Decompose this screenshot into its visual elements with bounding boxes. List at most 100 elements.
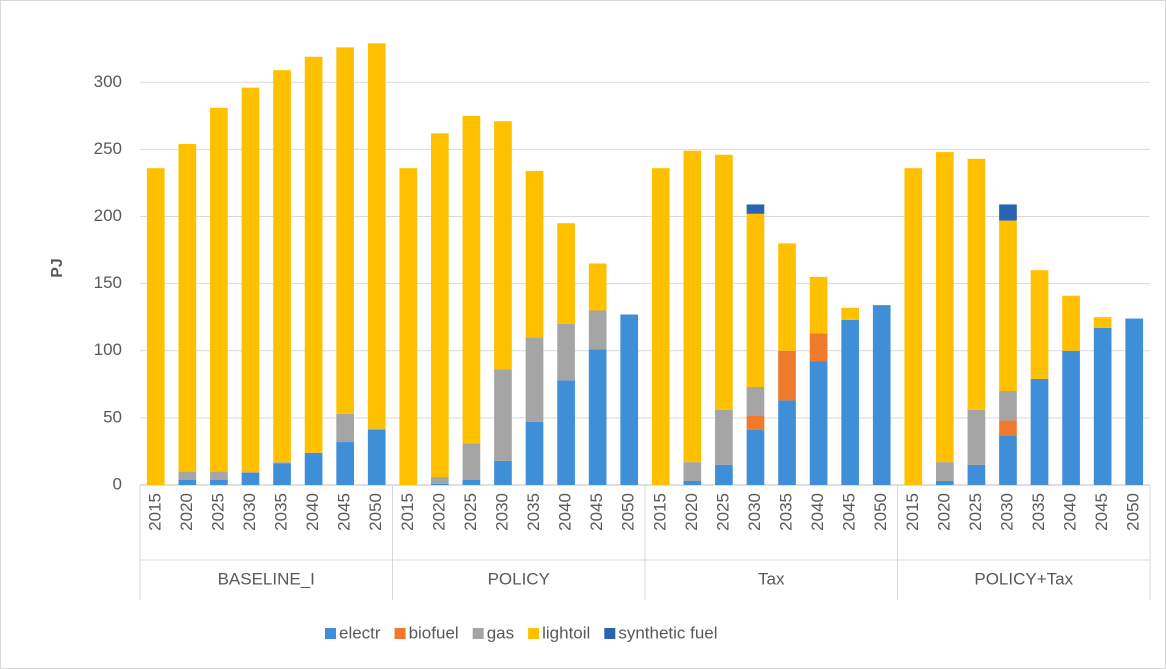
x-tick-label: 2035 bbox=[272, 493, 291, 531]
bar-segment bbox=[872, 305, 891, 485]
bar-segment bbox=[841, 319, 859, 485]
bar-segment bbox=[367, 43, 386, 429]
bar-segment bbox=[273, 70, 291, 463]
bar-segment bbox=[336, 47, 354, 414]
bar-segment bbox=[431, 476, 449, 484]
bar-segment bbox=[431, 483, 449, 485]
x-tick-label: 2045 bbox=[335, 493, 354, 531]
bar-segment bbox=[494, 460, 512, 485]
bar-segment bbox=[304, 452, 323, 485]
bar-segment bbox=[746, 429, 765, 485]
bar-segment bbox=[241, 87, 260, 472]
group-label: POLICY+Tax bbox=[974, 569, 1073, 588]
legend-swatch bbox=[472, 628, 484, 639]
y-tick-label: 100 bbox=[94, 340, 122, 359]
bar-segment bbox=[304, 56, 323, 453]
bar-segment bbox=[210, 107, 228, 472]
legend-label: biofuel bbox=[409, 623, 459, 642]
bar-segment bbox=[1093, 317, 1112, 328]
legend-swatch bbox=[325, 628, 336, 639]
bar-segment bbox=[494, 369, 512, 461]
bar-segment bbox=[1062, 350, 1080, 485]
bar-segment bbox=[746, 415, 765, 430]
legend-swatch bbox=[604, 628, 616, 639]
x-tick-label: 2020 bbox=[934, 493, 953, 531]
bar-segment bbox=[557, 380, 575, 485]
bar-segment bbox=[494, 121, 512, 370]
bar-segment bbox=[146, 168, 165, 486]
bar-segment bbox=[1093, 327, 1112, 485]
bar-segment bbox=[1062, 295, 1080, 351]
x-tick-label: 2035 bbox=[524, 493, 543, 531]
bar-segment bbox=[273, 463, 291, 485]
x-tick-label: 2020 bbox=[177, 493, 196, 531]
x-tick-label: 2025 bbox=[461, 493, 480, 531]
x-tick-label: 2045 bbox=[840, 493, 859, 531]
bar-segment bbox=[241, 471, 260, 473]
x-tick-label: 2015 bbox=[145, 493, 164, 531]
bar-segment bbox=[462, 115, 481, 444]
bar-segment bbox=[431, 133, 449, 477]
legend-label: synthetic fuel bbox=[618, 623, 717, 642]
bar-segment bbox=[588, 349, 607, 485]
bar-segment bbox=[936, 152, 954, 463]
x-tick-label: 2045 bbox=[587, 493, 606, 531]
group-label: Tax bbox=[758, 569, 785, 588]
bar-segment bbox=[967, 464, 986, 485]
bar-segment bbox=[746, 213, 765, 388]
bar-segment bbox=[557, 323, 575, 381]
y-tick-label: 0 bbox=[113, 474, 122, 493]
bar-segment bbox=[967, 158, 986, 410]
bar-segment bbox=[399, 168, 418, 486]
bar-segment bbox=[525, 170, 544, 338]
bar-segment bbox=[778, 400, 796, 485]
x-tick-label: 2015 bbox=[398, 493, 417, 531]
bar-segment bbox=[809, 276, 828, 334]
x-tick-label: 2040 bbox=[556, 493, 575, 531]
bar-segment bbox=[241, 472, 260, 485]
x-tick-label: 2030 bbox=[492, 493, 511, 531]
bar-segment bbox=[336, 442, 354, 485]
x-tick-label: 2035 bbox=[1029, 493, 1048, 531]
bar-segment bbox=[936, 462, 954, 481]
bar-segment bbox=[999, 420, 1017, 436]
x-tick-label: 2030 bbox=[745, 493, 764, 531]
bar-segment bbox=[809, 333, 828, 362]
bar-segment bbox=[683, 462, 702, 481]
bar-segment bbox=[683, 150, 702, 463]
group-label: POLICY bbox=[488, 569, 550, 588]
x-tick-label: 2025 bbox=[966, 493, 985, 531]
bar-segment bbox=[178, 479, 197, 485]
bar-segment bbox=[999, 220, 1017, 392]
bar-segment bbox=[936, 480, 954, 485]
bar-segment bbox=[588, 263, 607, 311]
bar-segment bbox=[367, 429, 386, 485]
bar-segment bbox=[778, 243, 796, 351]
x-tick-label: 2050 bbox=[871, 493, 890, 531]
x-tick-label: 2025 bbox=[208, 493, 227, 531]
bar-segment bbox=[841, 307, 859, 320]
y-axis-label: PJ bbox=[49, 258, 66, 278]
legend-swatch bbox=[528, 628, 540, 639]
y-tick-label: 200 bbox=[94, 206, 122, 225]
bar-segment bbox=[967, 409, 986, 465]
bar-segment bbox=[778, 350, 796, 401]
bar-segment bbox=[1125, 318, 1144, 485]
x-tick-label: 2020 bbox=[682, 493, 701, 531]
bar-segment bbox=[1030, 378, 1049, 485]
bar-segment bbox=[557, 223, 575, 324]
bar-segment bbox=[999, 435, 1017, 485]
bar-segment bbox=[178, 471, 197, 480]
bar-segment bbox=[525, 337, 544, 422]
bar-segment bbox=[999, 204, 1017, 221]
x-tick-label: 2015 bbox=[903, 493, 922, 531]
x-tick-label: 2040 bbox=[1061, 493, 1080, 531]
y-tick-label: 50 bbox=[103, 407, 122, 426]
bar-segment bbox=[746, 387, 765, 416]
bar-segment bbox=[178, 144, 197, 472]
x-tick-label: 2040 bbox=[808, 493, 827, 531]
y-tick-label: 300 bbox=[94, 72, 122, 91]
group-label: BASELINE_I bbox=[218, 569, 315, 588]
